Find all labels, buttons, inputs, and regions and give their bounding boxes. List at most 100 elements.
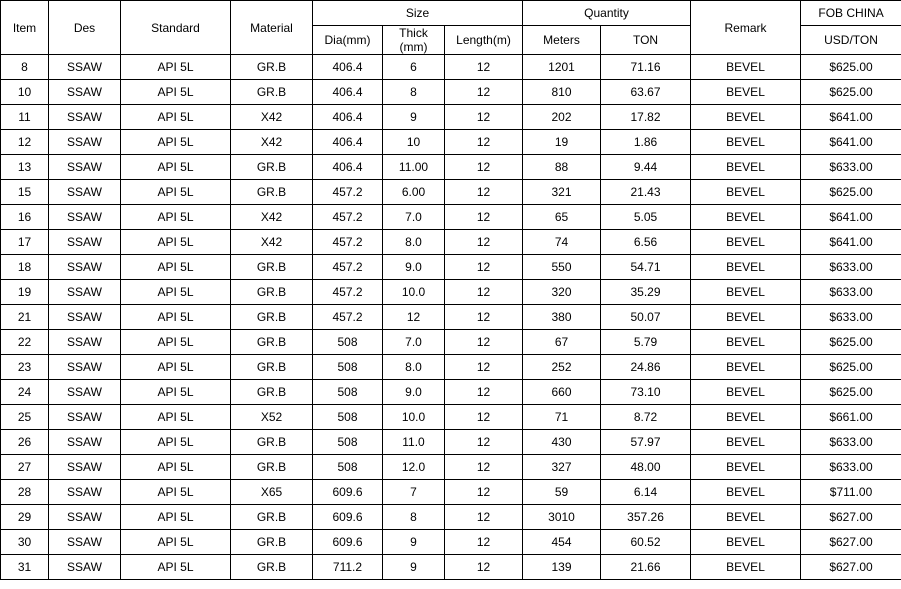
cell-des: SSAW: [49, 305, 121, 330]
cell-remark: BEVEL: [691, 505, 801, 530]
table-header: Item Des Standard Material Size Quantity…: [1, 1, 901, 55]
cell-standard: API 5L: [121, 530, 231, 555]
cell-des: SSAW: [49, 230, 121, 255]
cell-material: GR.B: [231, 505, 313, 530]
header-dia: Dia(mm): [313, 26, 383, 55]
cell-item: 13: [1, 155, 49, 180]
cell-des: SSAW: [49, 505, 121, 530]
cell-fob: $625.00: [801, 355, 901, 380]
cell-thick: 9.0: [383, 255, 445, 280]
cell-ton: 1.86: [601, 130, 691, 155]
cell-remark: BEVEL: [691, 480, 801, 505]
cell-meters: 320: [523, 280, 601, 305]
table-row: 11SSAWAPI 5LX42406.491220217.82BEVEL$641…: [1, 105, 901, 130]
cell-meters: 74: [523, 230, 601, 255]
cell-fob: $711.00: [801, 480, 901, 505]
cell-ton: 73.10: [601, 380, 691, 405]
cell-material: GR.B: [231, 455, 313, 480]
cell-des: SSAW: [49, 405, 121, 430]
cell-ton: 48.00: [601, 455, 691, 480]
header-thick: Thick (mm): [383, 26, 445, 55]
cell-thick: 12.0: [383, 455, 445, 480]
cell-des: SSAW: [49, 355, 121, 380]
cell-dia: 406.4: [313, 55, 383, 80]
cell-des: SSAW: [49, 430, 121, 455]
cell-dia: 508: [313, 355, 383, 380]
cell-material: X52: [231, 405, 313, 430]
cell-ton: 57.97: [601, 430, 691, 455]
cell-length: 12: [445, 430, 523, 455]
cell-fob: $641.00: [801, 230, 901, 255]
cell-meters: 550: [523, 255, 601, 280]
cell-remark: BEVEL: [691, 280, 801, 305]
cell-fob: $625.00: [801, 180, 901, 205]
cell-dia: 609.6: [313, 530, 383, 555]
table-row: 13SSAWAPI 5LGR.B406.411.0012889.44BEVEL$…: [1, 155, 901, 180]
table-body: 8SSAWAPI 5LGR.B406.4612120171.16BEVEL$62…: [1, 55, 901, 580]
cell-fob: $633.00: [801, 305, 901, 330]
cell-fob: $633.00: [801, 280, 901, 305]
cell-des: SSAW: [49, 480, 121, 505]
cell-thick: 7: [383, 480, 445, 505]
cell-length: 12: [445, 455, 523, 480]
cell-item: 19: [1, 280, 49, 305]
cell-dia: 508: [313, 405, 383, 430]
table-row: 12SSAWAPI 5LX42406.41012191.86BEVEL$641.…: [1, 130, 901, 155]
cell-item: 31: [1, 555, 49, 580]
cell-fob: $633.00: [801, 455, 901, 480]
cell-fob: $633.00: [801, 430, 901, 455]
cell-thick: 10.0: [383, 280, 445, 305]
cell-remark: BEVEL: [691, 430, 801, 455]
cell-fob: $641.00: [801, 105, 901, 130]
cell-meters: 65: [523, 205, 601, 230]
cell-ton: 21.43: [601, 180, 691, 205]
cell-remark: BEVEL: [691, 155, 801, 180]
cell-length: 12: [445, 380, 523, 405]
cell-standard: API 5L: [121, 180, 231, 205]
table-row: 15SSAWAPI 5LGR.B457.26.001232121.43BEVEL…: [1, 180, 901, 205]
cell-ton: 54.71: [601, 255, 691, 280]
cell-remark: BEVEL: [691, 230, 801, 255]
cell-material: X42: [231, 130, 313, 155]
cell-dia: 406.4: [313, 130, 383, 155]
cell-thick: 7.0: [383, 205, 445, 230]
cell-thick: 7.0: [383, 330, 445, 355]
cell-meters: 810: [523, 80, 601, 105]
cell-standard: API 5L: [121, 205, 231, 230]
cell-standard: API 5L: [121, 155, 231, 180]
cell-thick: 8: [383, 505, 445, 530]
cell-item: 27: [1, 455, 49, 480]
cell-fob: $625.00: [801, 380, 901, 405]
cell-remark: BEVEL: [691, 55, 801, 80]
cell-thick: 12: [383, 305, 445, 330]
cell-material: GR.B: [231, 180, 313, 205]
cell-dia: 457.2: [313, 255, 383, 280]
header-usdton: USD/TON: [801, 26, 901, 55]
header-thick-line2: (mm): [400, 40, 428, 54]
table-row: 27SSAWAPI 5LGR.B50812.01232748.00BEVEL$6…: [1, 455, 901, 480]
cell-material: GR.B: [231, 80, 313, 105]
table-row: 29SSAWAPI 5LGR.B609.68123010357.26BEVEL$…: [1, 505, 901, 530]
cell-meters: 71: [523, 405, 601, 430]
cell-standard: API 5L: [121, 80, 231, 105]
cell-remark: BEVEL: [691, 355, 801, 380]
cell-material: GR.B: [231, 380, 313, 405]
cell-length: 12: [445, 230, 523, 255]
cell-ton: 60.52: [601, 530, 691, 555]
cell-length: 12: [445, 80, 523, 105]
cell-meters: 327: [523, 455, 601, 480]
cell-des: SSAW: [49, 330, 121, 355]
cell-meters: 321: [523, 180, 601, 205]
cell-remark: BEVEL: [691, 205, 801, 230]
cell-fob: $625.00: [801, 80, 901, 105]
cell-material: X65: [231, 480, 313, 505]
cell-item: 22: [1, 330, 49, 355]
cell-material: GR.B: [231, 305, 313, 330]
cell-ton: 5.05: [601, 205, 691, 230]
cell-standard: API 5L: [121, 330, 231, 355]
cell-ton: 8.72: [601, 405, 691, 430]
cell-dia: 711.2: [313, 555, 383, 580]
table-row: 10SSAWAPI 5LGR.B406.481281063.67BEVEL$62…: [1, 80, 901, 105]
cell-dia: 406.4: [313, 80, 383, 105]
header-row-1: Item Des Standard Material Size Quantity…: [1, 1, 901, 26]
